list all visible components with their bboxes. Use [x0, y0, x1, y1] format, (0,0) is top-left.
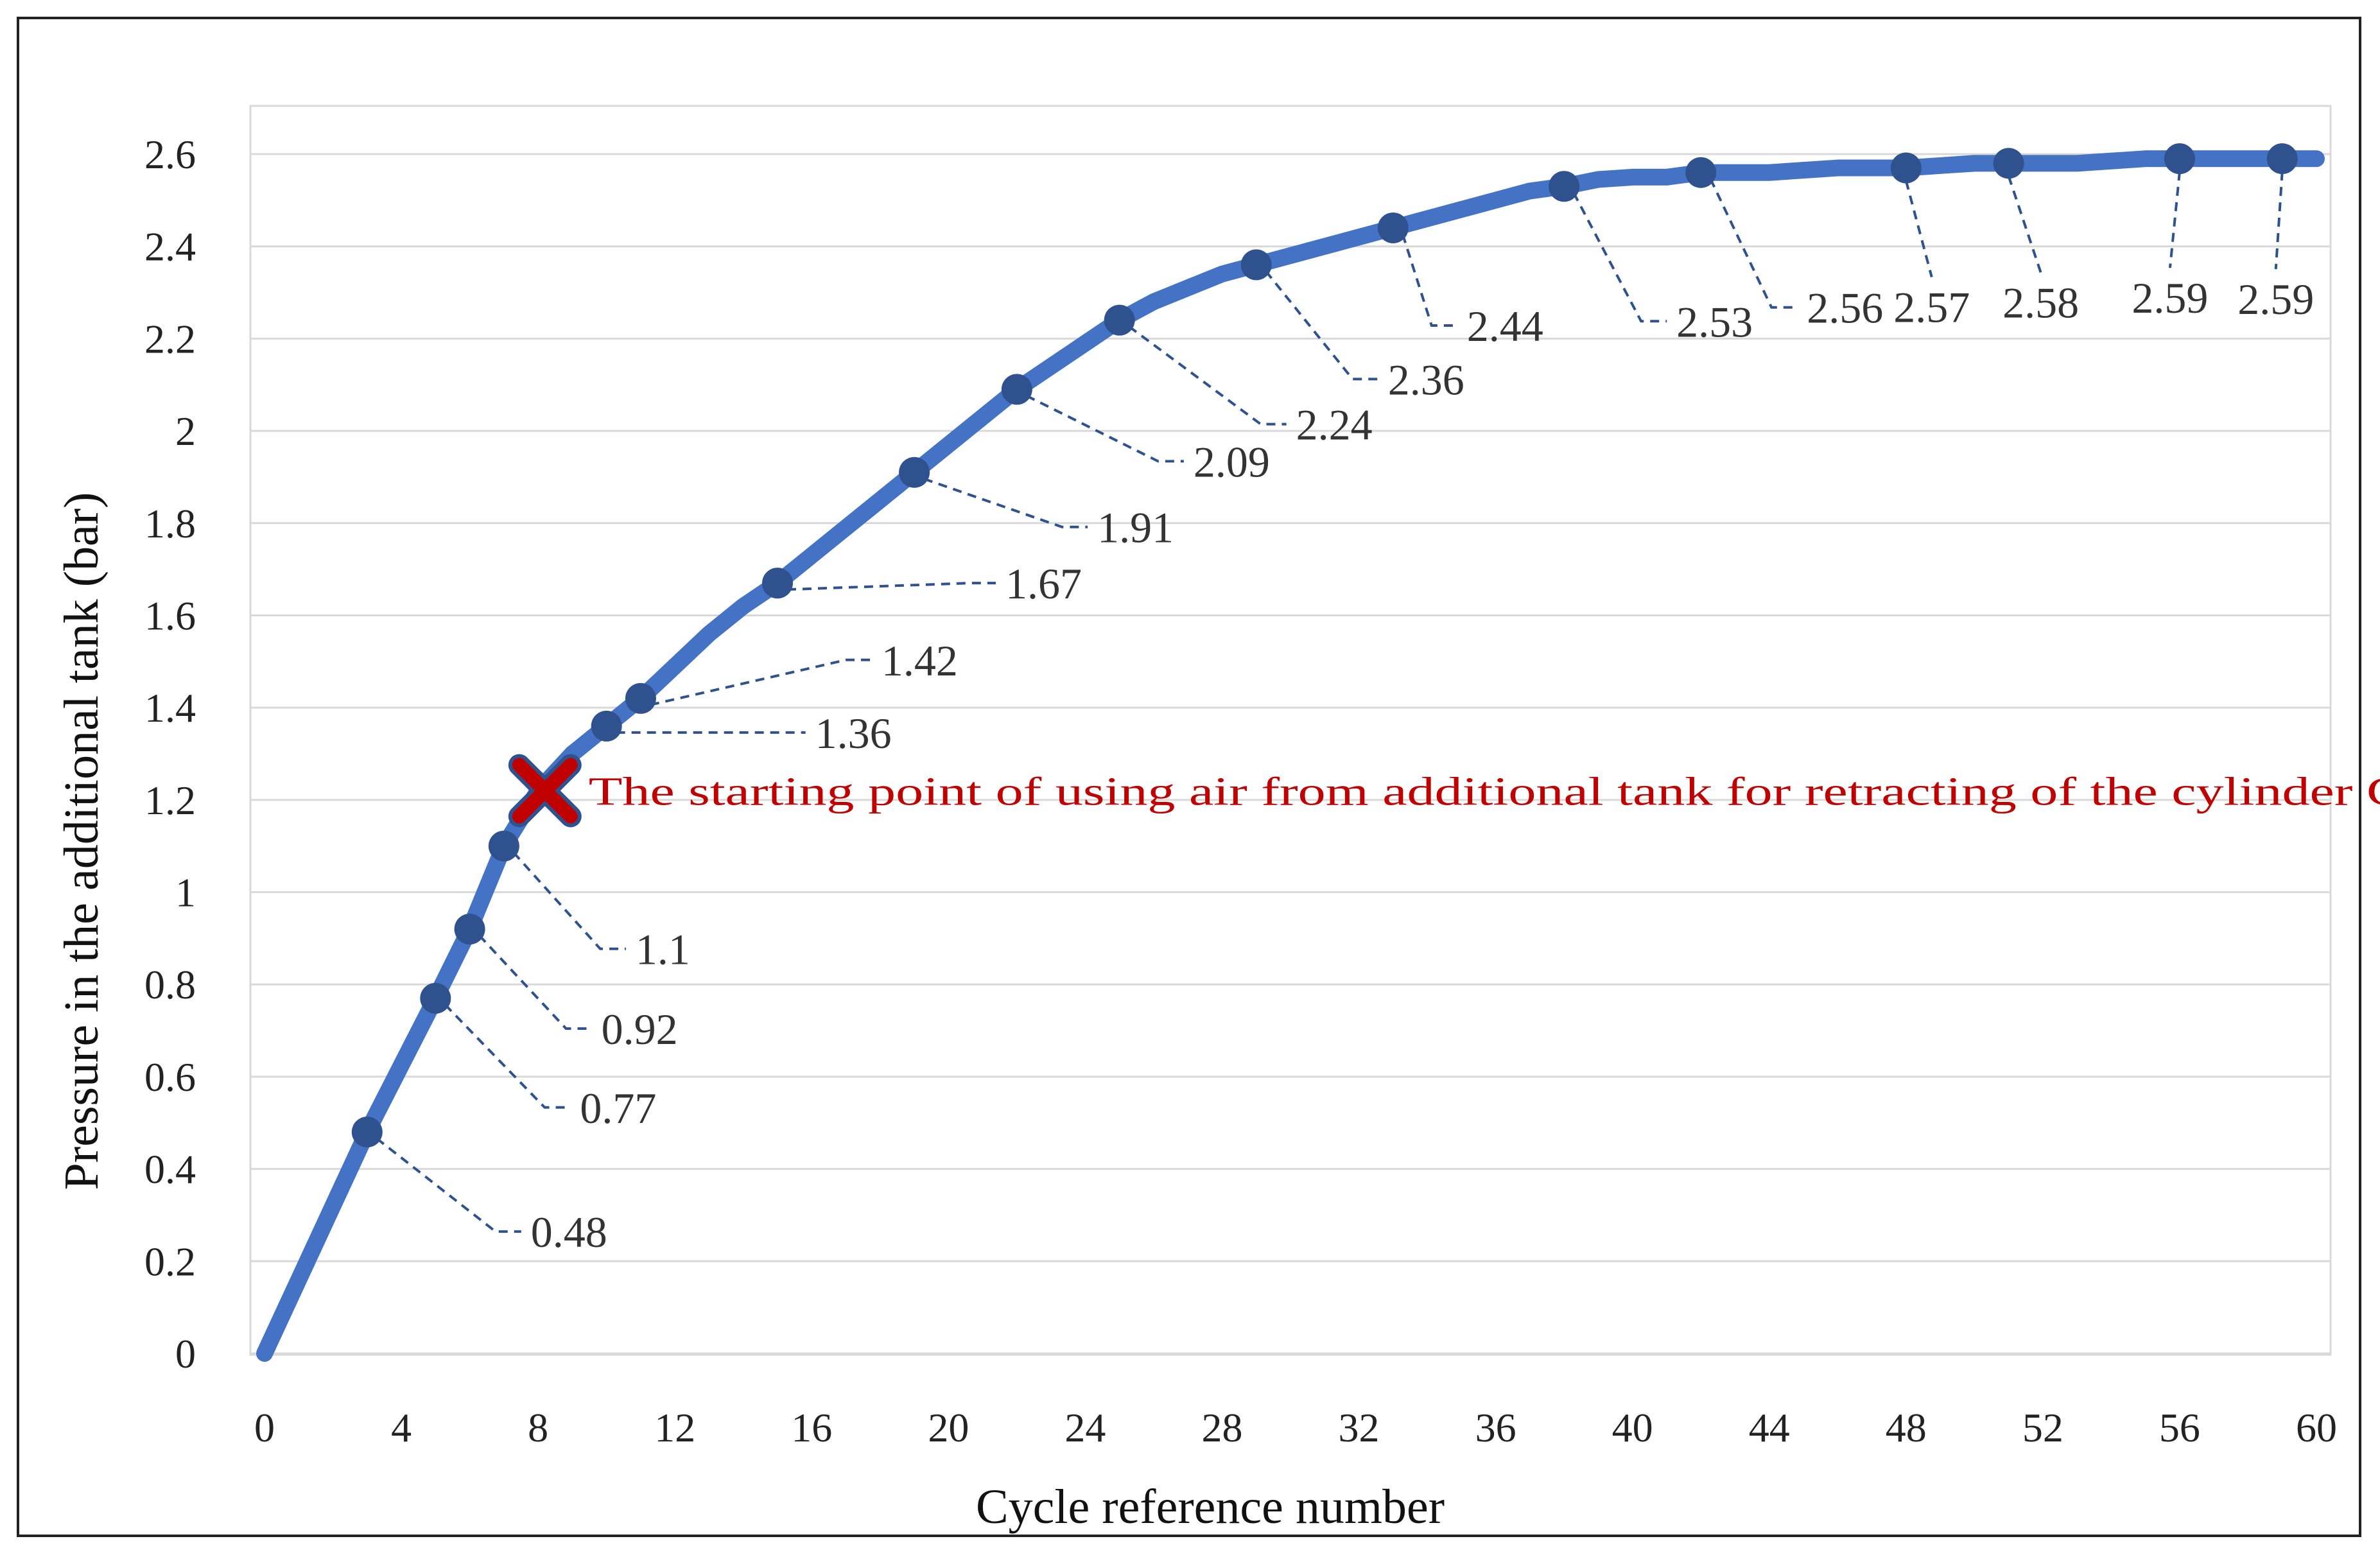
leader-line-7 — [923, 477, 1088, 528]
data-marker-14 — [1890, 152, 1922, 184]
data-label-14: 2.57 — [1893, 283, 1970, 332]
leader-line-14 — [1904, 180, 1933, 278]
y-tick-label-9: 1.8 — [144, 501, 196, 546]
data-label-9: 2.24 — [1296, 401, 1373, 449]
data-marker-3 — [488, 830, 519, 862]
x-tick-label-15: 60 — [2296, 1405, 2337, 1450]
x-tick-label-7: 28 — [1201, 1405, 1242, 1450]
data-label-10: 2.36 — [1388, 355, 1464, 404]
data-marker-5 — [625, 683, 656, 714]
leader-line-5 — [650, 658, 872, 706]
x-tick-label-5: 20 — [928, 1405, 969, 1450]
x-tick-label-9: 36 — [1475, 1405, 1516, 1450]
data-marker-17 — [2266, 143, 2298, 175]
leader-line-2 — [478, 934, 592, 1031]
x-tick-label-3: 12 — [654, 1405, 695, 1450]
y-tick-label-3: 0.6 — [144, 1054, 196, 1100]
leader-line-8 — [1025, 394, 1184, 463]
series-line — [256, 150, 2325, 1362]
x-tick-labels: 0 4 8 12 16 20 24 28 32 36 40 44 48 52 56 60 — [254, 1405, 2337, 1450]
data-marker-12 — [1549, 171, 1580, 202]
data-marker-6 — [762, 568, 793, 599]
data-label-7: 1.91 — [1097, 503, 1174, 552]
y-tick-labels: 0 0.2 0.4 0.6 0.8 1 1.2 1.4 1.6 1.8 2 2.2 2.4 2.6 — [144, 132, 196, 1377]
leader-line-9 — [1128, 326, 1287, 426]
x-tick-label-11: 44 — [1749, 1405, 1790, 1450]
x-tick-label-0: 0 — [254, 1405, 275, 1450]
y-tick-label-7: 1.4 — [144, 685, 196, 731]
data-marker-16 — [2164, 143, 2195, 175]
y-tick-label-2: 0.4 — [144, 1147, 196, 1192]
leader-line-16 — [2168, 171, 2181, 268]
data-labels: 0.48 0.77 0.92 1.1 1.36 1.42 1.67 1.91 2.09 2.24 2… — [531, 274, 2314, 1257]
x-tick-label-12: 48 — [1886, 1405, 1927, 1450]
data-label-15: 2.58 — [2002, 278, 2079, 327]
data-label-3: 1.1 — [636, 925, 690, 974]
x-tick-label-4: 16 — [791, 1405, 832, 1450]
leader-line-15 — [2007, 175, 2042, 274]
y-tick-label-4: 0.8 — [144, 962, 196, 1007]
y-tick-label-1: 0.2 — [144, 1239, 196, 1284]
data-marker-10 — [1240, 249, 1272, 281]
y-axis-title: Pressure in the additional tank (bar) — [55, 492, 109, 1190]
x-tick-label-13: 52 — [2022, 1405, 2063, 1450]
leader-line-17 — [2274, 171, 2284, 270]
data-label-4: 1.36 — [815, 709, 892, 758]
data-label-12: 2.53 — [1676, 297, 1753, 346]
annotation: The starting point of using air from add… — [508, 754, 2380, 828]
leader-line-11 — [1401, 234, 1457, 327]
data-marker-11 — [1377, 212, 1409, 243]
leader-line-0 — [376, 1137, 521, 1233]
y-tick-label-6: 1.2 — [144, 778, 196, 823]
leader-line-1 — [444, 1004, 571, 1109]
data-marker-4 — [591, 710, 622, 742]
data-marker-1 — [420, 982, 451, 1014]
data-marker-7 — [899, 457, 930, 488]
data-label-8: 2.09 — [1194, 437, 1270, 486]
x-tick-label-2: 8 — [528, 1405, 548, 1450]
x-tick-label-8: 32 — [1339, 1405, 1380, 1450]
x-tick-label-6: 24 — [1064, 1405, 1106, 1450]
y-tick-label-10: 2 — [175, 408, 196, 454]
leader-line-13 — [1709, 178, 1798, 309]
data-label-2: 0.92 — [602, 1005, 678, 1054]
y-tick-label-5: 1 — [175, 870, 196, 916]
annotation-text: The starting point of using air from add… — [589, 770, 2380, 813]
leader-line-3 — [512, 851, 626, 950]
data-marker-15 — [1993, 148, 2024, 179]
annotation-x-marker — [512, 758, 578, 824]
data-label-17: 2.59 — [2237, 275, 2314, 324]
y-tick-label-13: 2.6 — [144, 132, 196, 177]
x-tick-label-14: 56 — [2159, 1405, 2200, 1450]
x-tick-label-10: 40 — [1612, 1405, 1653, 1450]
data-label-13: 2.56 — [1807, 284, 1883, 333]
data-markers — [351, 143, 2298, 1148]
y-tick-label-11: 2.2 — [144, 316, 196, 361]
data-label-6: 1.67 — [1005, 559, 1082, 608]
y-tick-label-0: 0 — [175, 1331, 196, 1377]
data-label-0: 0.48 — [531, 1208, 607, 1257]
data-marker-0 — [351, 1117, 383, 1148]
data-label-1: 0.77 — [580, 1084, 656, 1133]
data-label-leaders — [376, 171, 2284, 1233]
data-marker-8 — [1001, 374, 1032, 405]
data-marker-9 — [1104, 304, 1135, 336]
gridlines — [250, 153, 2331, 1355]
data-label-5: 1.42 — [882, 636, 958, 685]
x-tick-label-1: 4 — [391, 1405, 412, 1450]
data-marker-13 — [1685, 157, 1717, 188]
x-axis-title: Cycle reference number — [976, 1480, 1445, 1534]
data-series — [256, 150, 2325, 1362]
data-label-16: 2.59 — [2132, 274, 2208, 322]
data-label-11: 2.44 — [1467, 302, 1543, 351]
y-tick-label-8: 1.6 — [144, 593, 196, 638]
leader-line-12 — [1572, 192, 1667, 323]
data-marker-2 — [454, 914, 485, 945]
y-tick-label-12: 2.4 — [144, 224, 196, 270]
leader-line-10 — [1265, 270, 1378, 381]
